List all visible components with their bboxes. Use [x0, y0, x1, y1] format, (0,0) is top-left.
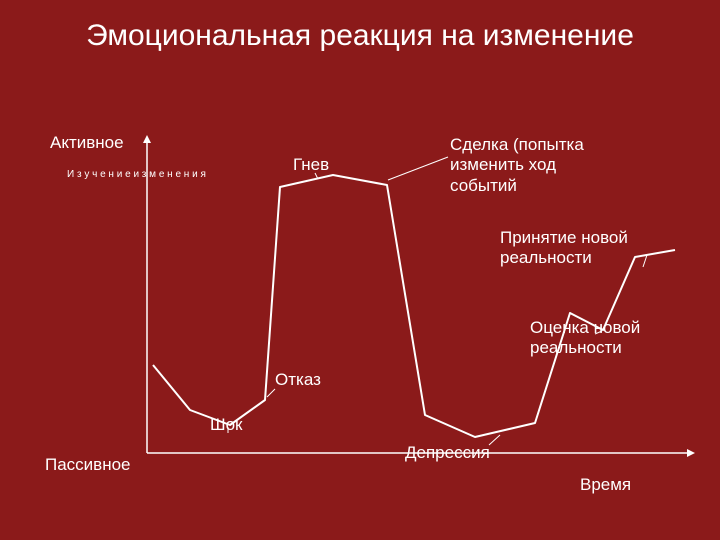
y-axis-bottom-label: Пассивное	[45, 455, 131, 475]
chart-area: Гнев Сделка (попытка изменить ход событий…	[135, 135, 685, 465]
stage-label: Принятие новой реальности	[500, 228, 628, 269]
stage-label: Отказ	[275, 370, 321, 390]
page-title: Эмоциональная реакция на изменение	[0, 0, 720, 54]
stage-label: Гнев	[293, 155, 329, 175]
stage-label: Сделка (попытка изменить ход событий	[450, 135, 584, 196]
stage-label: Депрессия	[405, 443, 490, 463]
y-axis-top-label: Активное	[50, 133, 124, 153]
stage-label: Шок	[210, 415, 242, 435]
stage-label: Оценка новой реальности	[530, 318, 640, 359]
